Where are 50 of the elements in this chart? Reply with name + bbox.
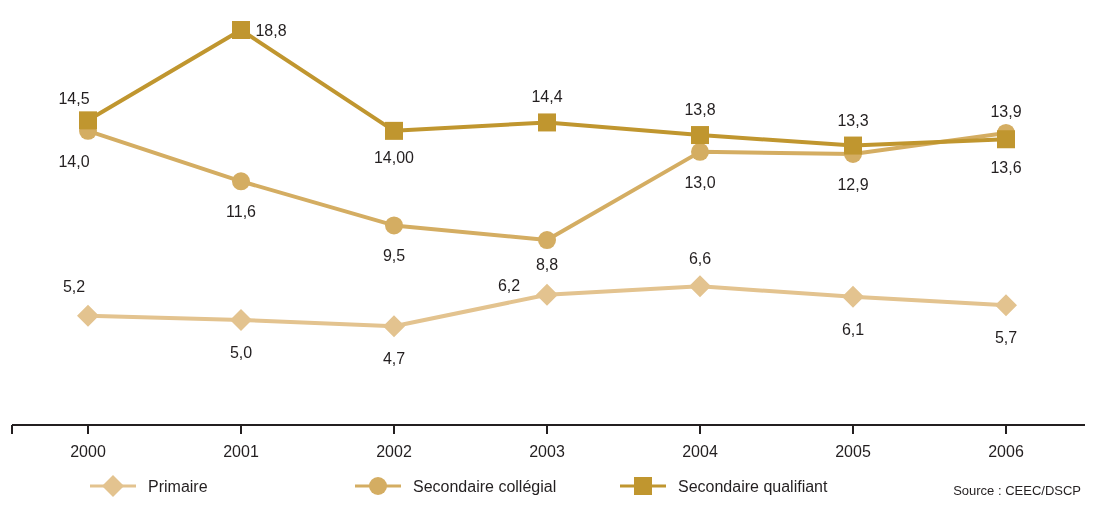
legend-label: Primaire [148,478,208,495]
data-label: 5,7 [994,329,1018,347]
x-tick-label: 2003 [529,443,565,460]
point [79,111,97,130]
x-tick-label: 2002 [376,443,412,460]
source-note: Source : CEEC/DSCP [953,483,1081,498]
data-label: 14,00 [373,148,415,166]
point [842,285,864,308]
point [689,275,711,298]
legend-label: Secondaire collégial [413,478,557,495]
point [383,315,405,338]
data-label: 13,6 [990,159,1022,177]
point [230,308,252,331]
x-tick-label: 2000 [70,443,106,460]
point [385,121,403,140]
data-label: 5,0 [229,343,253,361]
data-label: 14,5 [58,90,90,108]
point [385,216,403,235]
data-label: 4,7 [382,350,406,368]
x-tick-label: 2001 [223,443,259,460]
data-label: 5,2 [62,277,86,295]
data-label: 11,6 [226,203,257,221]
data-label: 14,4 [531,88,563,106]
data-label: 13,3 [837,111,869,129]
data-label: 6,6 [688,250,712,268]
data-label: 8,8 [535,256,559,274]
data-label: 6,1 [841,320,865,338]
data-label: 6,2 [497,276,521,294]
x-tick-label: 2004 [682,443,718,460]
point [997,130,1015,149]
point [844,136,862,155]
data-label: 13,8 [684,101,716,119]
point [538,231,556,250]
point [232,172,250,191]
point [691,126,709,145]
data-label: 13,9 [990,102,1022,120]
point [232,21,250,39]
point [691,142,709,161]
x-tick-label: 2006 [988,443,1024,460]
point [77,304,99,327]
point [995,294,1017,317]
point [538,113,556,132]
data-label: 9,5 [382,247,406,265]
data-label: 12,9 [837,175,869,193]
point [536,283,558,306]
legend-label: Secondaire qualifiant [678,478,828,495]
x-tick-label: 2005 [835,443,871,460]
data-label: 18,8 [255,22,287,39]
data-label: 13,0 [684,173,716,191]
data-label: 14,0 [58,152,90,170]
